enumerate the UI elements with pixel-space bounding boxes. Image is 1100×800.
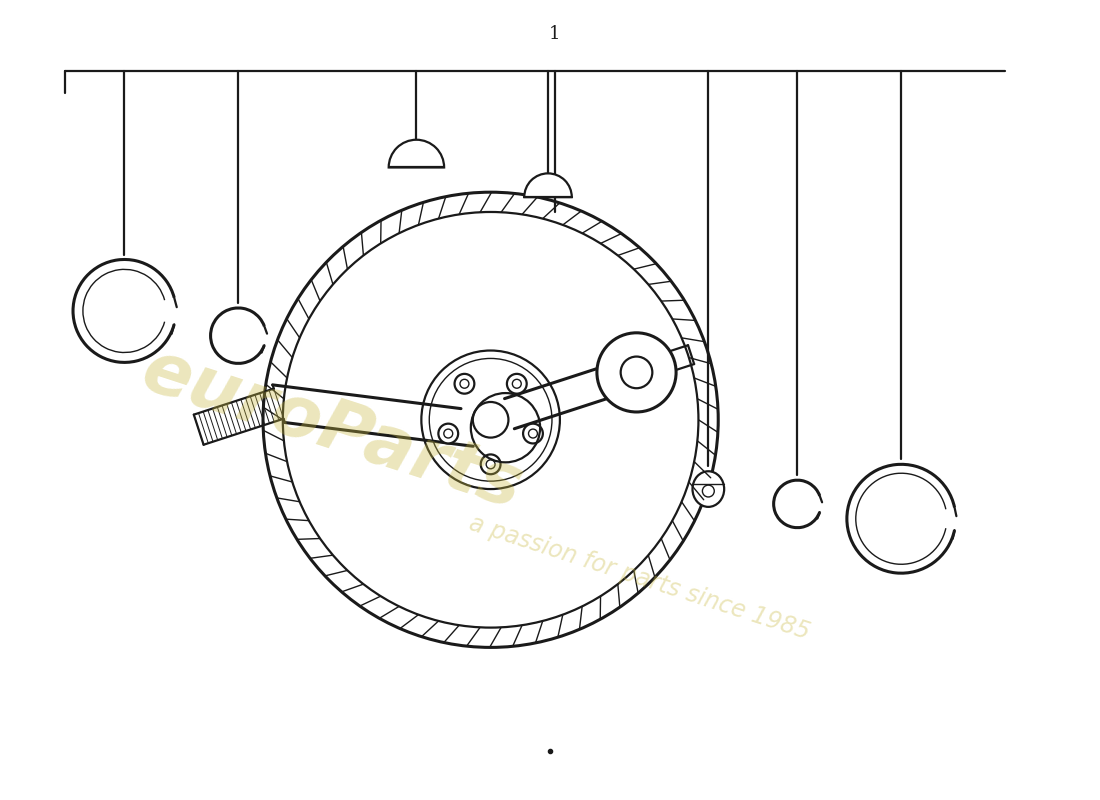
Circle shape bbox=[481, 454, 500, 474]
Circle shape bbox=[454, 374, 474, 394]
Circle shape bbox=[439, 424, 459, 443]
Circle shape bbox=[597, 333, 676, 412]
Circle shape bbox=[620, 357, 652, 388]
Circle shape bbox=[421, 350, 560, 489]
Circle shape bbox=[473, 402, 508, 438]
Circle shape bbox=[283, 212, 698, 628]
Ellipse shape bbox=[693, 471, 724, 507]
Circle shape bbox=[524, 424, 543, 443]
Text: euroParts: euroParts bbox=[133, 336, 531, 524]
Circle shape bbox=[263, 192, 718, 647]
Circle shape bbox=[703, 485, 714, 497]
Circle shape bbox=[507, 374, 527, 394]
Wedge shape bbox=[388, 140, 444, 167]
Text: 1: 1 bbox=[549, 25, 561, 43]
Text: a passion for parts since 1985: a passion for parts since 1985 bbox=[465, 511, 813, 645]
Wedge shape bbox=[525, 174, 572, 197]
